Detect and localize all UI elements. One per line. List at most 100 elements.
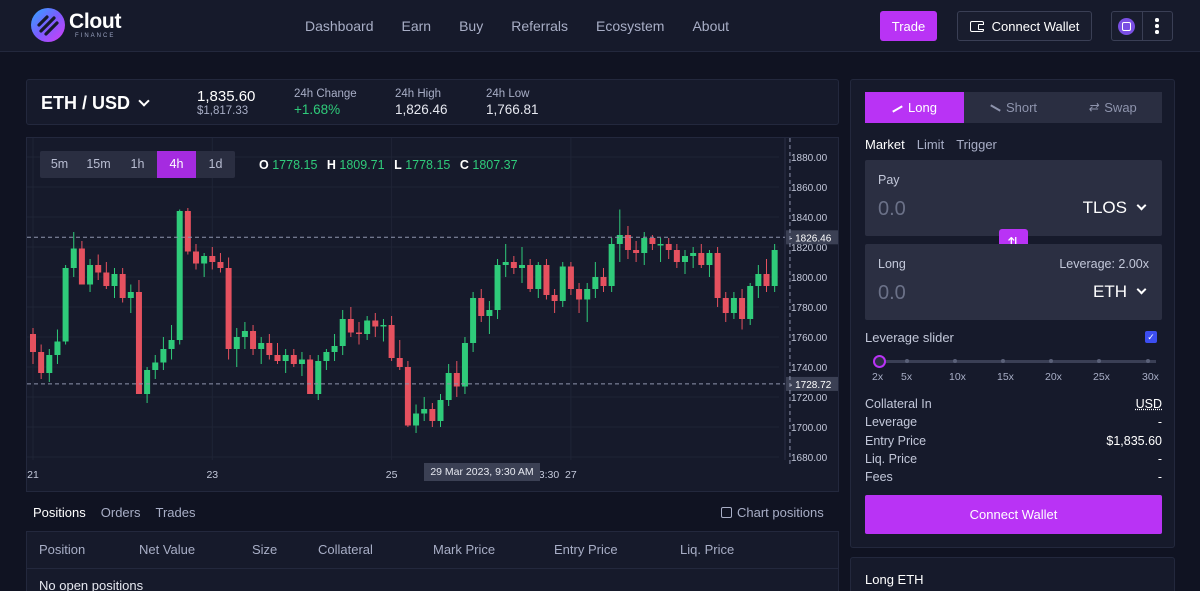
- candle-up: [168, 340, 175, 349]
- tab-trigger[interactable]: Trigger: [956, 137, 997, 152]
- candle-up: [690, 253, 697, 256]
- nav-buy[interactable]: Buy: [459, 18, 484, 34]
- connect-wallet-button[interactable]: Connect Wallet: [865, 495, 1162, 534]
- long-label: Long: [878, 257, 906, 271]
- tab-market[interactable]: Market: [865, 137, 905, 152]
- ticker-bar: ETH / USD 1,835.60 $1,817.33 24h Change …: [26, 79, 839, 125]
- leverage-mark-label[interactable]: 20x: [1045, 371, 1062, 383]
- candle-up: [364, 320, 371, 334]
- leverage-slider-thumb[interactable]: [873, 355, 886, 368]
- info-row: Collateral In USD: [865, 397, 1162, 411]
- tab-orders[interactable]: Orders: [100, 505, 141, 520]
- timeframe-15m[interactable]: 15m: [86, 157, 111, 171]
- tab-limit[interactable]: Limit: [916, 137, 945, 152]
- y-tick-label: 1800.00: [791, 273, 828, 284]
- candle-up: [470, 298, 477, 343]
- info-label: Collateral In: [865, 397, 932, 411]
- candle-up: [241, 331, 248, 337]
- candle-up: [437, 400, 444, 421]
- ohlc-close: 1807.37: [472, 158, 518, 172]
- pay-token-selector[interactable]: TLOS: [1083, 198, 1147, 218]
- tab-trades[interactable]: Trades: [155, 505, 196, 520]
- column-header: Collateral: [318, 542, 373, 557]
- candle-down: [567, 266, 574, 289]
- candlestick-chart[interactable]: 1880.00 1860.00 1840.00 1820.00 1800.00 1780.…: [27, 138, 838, 491]
- stat-value: 1,826.46: [395, 102, 448, 117]
- y-tick-label: 1680.00: [791, 453, 828, 464]
- empty-state: No open positions: [39, 578, 144, 591]
- leverage-mark-label[interactable]: 2x: [872, 371, 884, 383]
- trade-button[interactable]: Trade: [880, 11, 937, 41]
- candle-down: [356, 332, 362, 334]
- pay-amount-input[interactable]: 0.0: [878, 198, 906, 220]
- timeframe-5m[interactable]: 5m: [50, 157, 69, 171]
- candle-down: [453, 373, 460, 387]
- main-nav: Dashboard Earn Buy Referrals Ecosystem A…: [305, 18, 729, 34]
- network-menu: [1111, 11, 1173, 41]
- nav-about[interactable]: About: [692, 18, 730, 34]
- price-chart-panel[interactable]: 1880.00 1860.00 1840.00 1820.00 1800.00 1780.…: [26, 137, 839, 492]
- candle-up: [747, 286, 754, 319]
- candle-down: [404, 367, 411, 426]
- candle-down: [510, 262, 517, 268]
- nav-referrals[interactable]: Referrals: [511, 18, 568, 34]
- leverage-slider-track[interactable]: [876, 360, 1156, 363]
- y-tick-label: 1700.00: [791, 423, 828, 434]
- long-amount-input[interactable]: 0.0: [878, 282, 906, 304]
- leverage-mark-label[interactable]: 15x: [997, 371, 1014, 383]
- candle-up: [258, 343, 265, 349]
- tab-swap[interactable]: ⇄ Swap: [1063, 92, 1162, 123]
- chart-positions-label: Chart positions: [737, 505, 824, 520]
- candle-up: [87, 265, 94, 285]
- candle-down: [673, 250, 680, 262]
- stat-24h-high: 24h High 1,826.46: [395, 88, 448, 117]
- long-token-selector[interactable]: ETH: [1093, 282, 1147, 302]
- top-header: Clout FINANCE Dashboard Earn Buy Referra…: [0, 0, 1200, 52]
- candle-down: [95, 265, 102, 273]
- candle-down: [576, 289, 583, 300]
- stat-label: 24h High: [395, 88, 442, 100]
- candle-up: [608, 244, 615, 286]
- candle-down: [103, 272, 110, 286]
- tab-long[interactable]: Long: [865, 92, 964, 123]
- leverage-mark-label[interactable]: 30x: [1142, 371, 1159, 383]
- trend-down-icon: [990, 104, 1000, 112]
- candle-up: [771, 250, 778, 286]
- connect-wallet-header-button[interactable]: Connect Wallet: [957, 11, 1092, 41]
- candle-down: [624, 235, 631, 250]
- leverage-mark-label[interactable]: 5x: [901, 371, 913, 383]
- leverage-mark-label[interactable]: 10x: [949, 371, 966, 383]
- stat-24h-change: 24h Change +1.68%: [294, 88, 357, 117]
- candle-up: [755, 274, 762, 286]
- nav-earn[interactable]: Earn: [401, 18, 432, 34]
- candle-down: [396, 358, 403, 367]
- chart-positions-toggle[interactable]: Chart positions: [721, 505, 824, 520]
- candle-up: [176, 211, 183, 340]
- candle-down: [722, 298, 729, 313]
- timeframe-1d[interactable]: 1d: [208, 157, 223, 171]
- more-options-icon[interactable]: [1155, 18, 1159, 36]
- leverage-tick: [1146, 359, 1150, 363]
- pay-box: Pay 0.0 TLOS: [865, 160, 1162, 236]
- wallet-icon: [969, 20, 984, 32]
- candle-down: [38, 352, 45, 373]
- network-icon[interactable]: [1118, 18, 1135, 35]
- nav-dashboard[interactable]: Dashboard: [305, 18, 374, 34]
- tab-short[interactable]: Short: [964, 92, 1063, 123]
- checkbox-icon[interactable]: [721, 507, 732, 518]
- nav-ecosystem[interactable]: Ecosystem: [596, 18, 665, 34]
- leverage-slider-checkbox[interactable]: ✓: [1145, 331, 1157, 343]
- pair-selector[interactable]: ETH / USD: [41, 93, 150, 114]
- candle-up: [323, 352, 330, 361]
- logo[interactable]: Clout FINANCE: [30, 7, 121, 43]
- ohlc-high-label: H: [326, 158, 336, 172]
- tab-positions[interactable]: Positions: [33, 505, 86, 520]
- candle-up: [445, 373, 452, 400]
- chevron-down-icon: [1136, 284, 1147, 295]
- timeframe-1h[interactable]: 1h: [130, 157, 145, 171]
- leverage-mark-label[interactable]: 25x: [1093, 371, 1110, 383]
- timeframe-4h[interactable]: 4h: [157, 151, 196, 178]
- info-value[interactable]: USD: [1135, 397, 1162, 411]
- candle-up: [54, 341, 61, 355]
- info-label: Fees: [865, 470, 893, 485]
